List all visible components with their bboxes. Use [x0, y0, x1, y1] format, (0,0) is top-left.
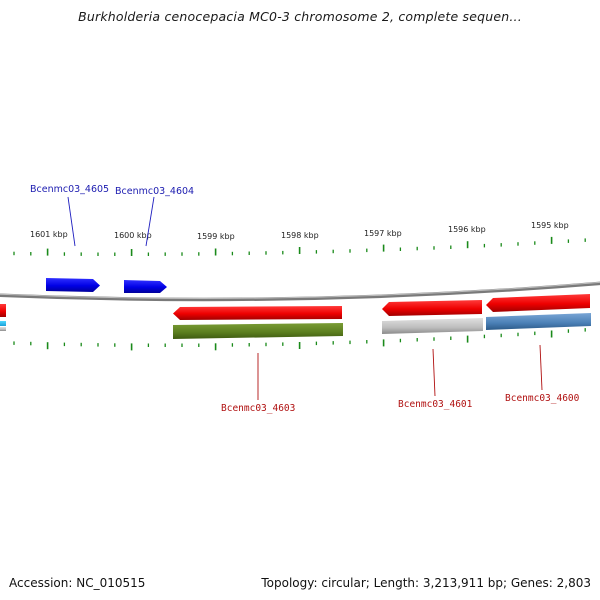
tick-label: 1600 kbp — [114, 231, 152, 240]
tick-ring-upper — [13, 236, 586, 256]
cog-feature-left-edge — [0, 321, 6, 326]
gene-label-bcenmc03-4604[interactable]: Bcenmc03_4604 — [115, 186, 194, 197]
tick-label: 1601 kbp — [30, 230, 68, 239]
gene-arrow-bcenmc03-4604[interactable] — [124, 280, 167, 293]
tick-label: 1598 kbp — [281, 231, 319, 240]
tick-ring-lower — [13, 328, 586, 351]
leader-line-4600 — [539, 344, 543, 391]
gene-arrow-bcenmc03-4601[interactable] — [382, 300, 482, 316]
tick-label: 1597 kbp — [364, 229, 402, 238]
cog-feature-left-edge-gray — [0, 327, 6, 331]
leader-line-4604 — [145, 196, 155, 247]
gene-label-bcenmc03-4601[interactable]: Bcenmc03_4601 — [398, 399, 473, 410]
gene-arrow-bcenmc03-4605[interactable] — [46, 278, 100, 292]
genome-backbone — [0, 281, 600, 302]
genome-summary-text: Topology: circular; Length: 3,213,911 bp… — [261, 576, 591, 590]
map-title: Burkholderia cenocepacia MC0-3 chromosom… — [78, 9, 522, 24]
cog-feature-4600 — [486, 313, 591, 330]
gene-arrow-bcenmc03-4600[interactable] — [486, 294, 590, 312]
tick-label: 1595 kbp — [531, 221, 569, 230]
leader-line-4601 — [432, 348, 436, 397]
gene-label-bcenmc03-4600[interactable]: Bcenmc03_4600 — [505, 393, 580, 404]
accession-text: Accession: NC_010515 — [9, 576, 146, 590]
cog-feature-4603 — [173, 323, 343, 339]
gene-label-bcenmc03-4605[interactable]: Bcenmc03_4605 — [30, 184, 109, 195]
tick-label: 1596 kbp — [448, 225, 486, 234]
cog-feature-4601 — [382, 318, 483, 334]
tick-label: 1599 kbp — [197, 232, 235, 241]
gene-arrow-bcenmc03-4603[interactable] — [173, 306, 342, 320]
genome-backbone-highlight — [0, 281, 600, 299]
leader-line-4605 — [67, 196, 76, 247]
gene-label-bcenmc03-4603[interactable]: Bcenmc03_4603 — [221, 403, 295, 414]
gene-arrow-left-edge[interactable] — [0, 304, 6, 317]
